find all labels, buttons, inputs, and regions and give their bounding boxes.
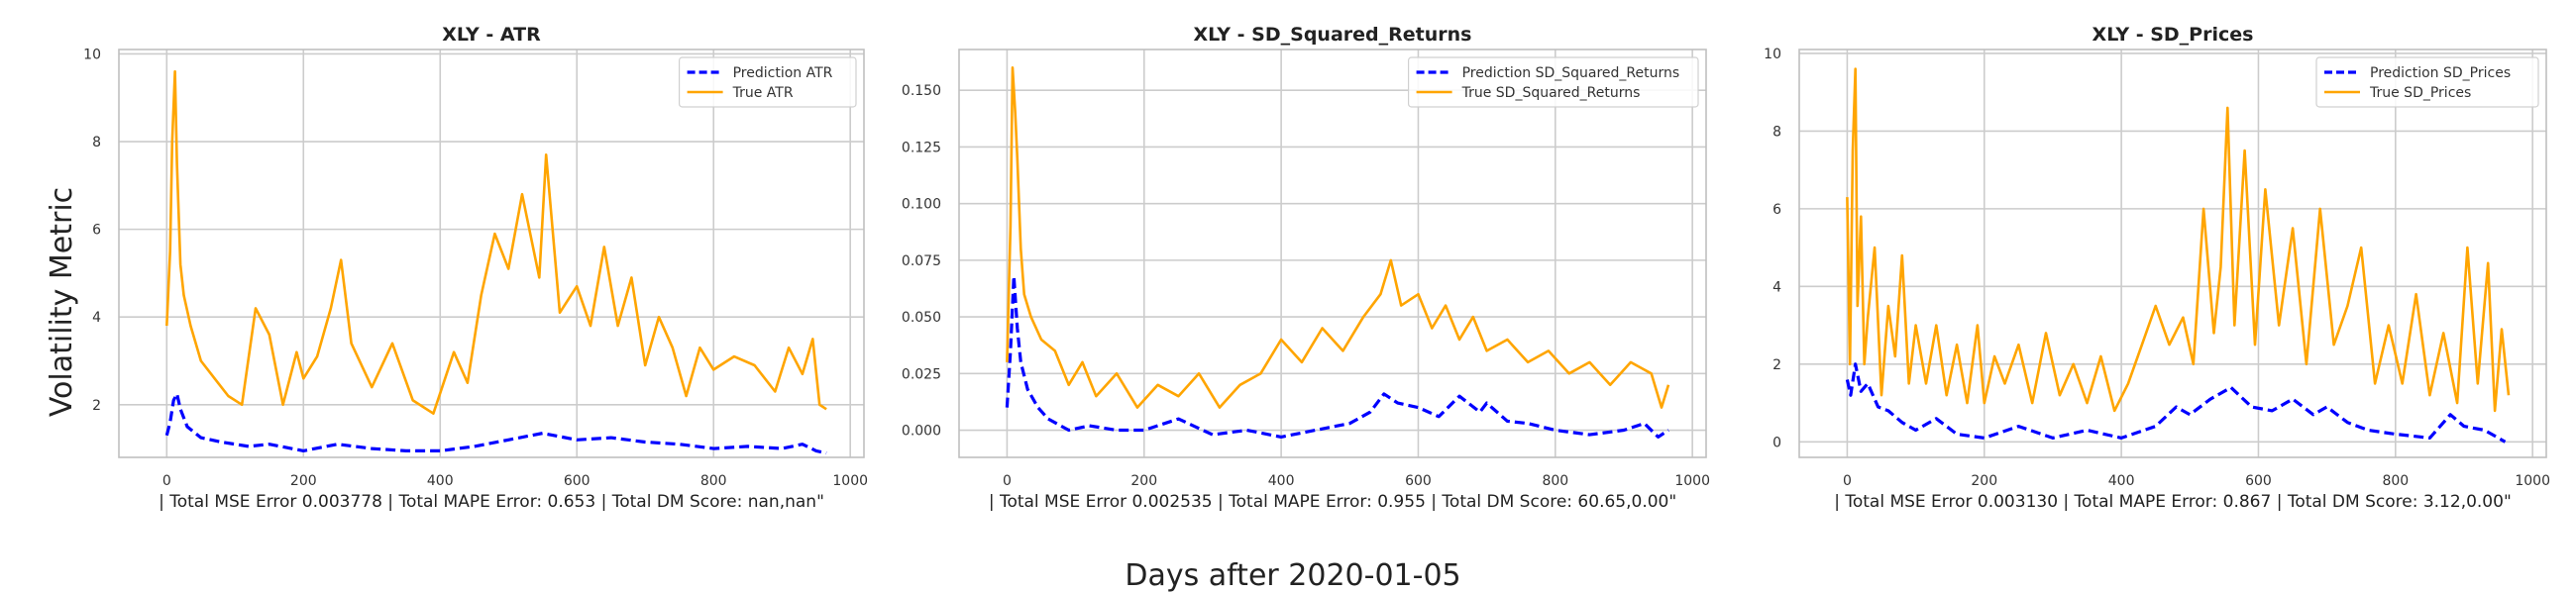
chart-xlabel: | Total MSE Error 0.002535 | Total MAPE …: [989, 492, 1676, 512]
y-tick-label: 4: [1772, 279, 1781, 295]
legend-label: True SD_Squared_Returns: [1461, 85, 1641, 101]
x-tick-label: 200: [1971, 473, 1997, 489]
legend-box: [2315, 56, 2539, 108]
y-tick-label: 0.050: [902, 310, 941, 326]
x-tick-label: 600: [564, 473, 590, 489]
y-tick-label: 0.000: [902, 424, 941, 440]
x-tick-label: 1000: [2515, 473, 2550, 489]
chart-xlabel: | Total MSE Error 0.003130 | Total MAPE …: [1834, 492, 2512, 512]
figure-xlabel: Days after 2020-01-05: [1125, 558, 1460, 593]
chart-panel-3: 0 200 400 600 800 1000 0 2 4 6 8 10 XLY - SD_Prices |…: [1764, 24, 2550, 512]
y-tick-label: 10: [83, 47, 101, 62]
legend-label: True ATR: [732, 85, 794, 101]
y-tick-label: 0: [1772, 435, 1781, 450]
chart-title: XLY - ATR: [442, 24, 541, 46]
x-tick-label: 400: [427, 473, 454, 489]
chart-panel-2: 0 200 400 600 800 1000 0.000 0.025 0.050 0.075 0.1…: [902, 24, 1710, 512]
legend: Prediction ATR True ATR: [678, 56, 857, 108]
x-tick-label: 800: [2382, 473, 2409, 489]
x-tick-label: 0: [1003, 473, 1012, 489]
x-tick-label: 1000: [1674, 473, 1710, 489]
figure-ylabel: Volatility Metric: [45, 187, 79, 417]
plot-frame: [118, 49, 865, 458]
plot-frame: [958, 49, 1707, 458]
series-line-true: [1846, 67, 2511, 413]
legend-label: Prediction SD_Squared_Returns: [1462, 65, 1680, 81]
y-tick-label: 0.150: [902, 83, 941, 99]
legend: Prediction SD_Prices True SD_Prices: [2315, 56, 2539, 108]
legend-label: Prediction SD_Prices: [2370, 65, 2511, 81]
plot-frame: [1798, 49, 2547, 458]
y-tick-label: 8: [1772, 124, 1781, 140]
y-tick-label: 0.100: [902, 197, 941, 213]
y-tick-label: 10: [1764, 47, 1781, 62]
y-tick-label: 2: [92, 398, 101, 414]
y-tick-label: 6: [1772, 202, 1781, 218]
legend-box: [678, 56, 857, 108]
legend-label: Prediction ATR: [733, 65, 833, 81]
x-tick-label: 600: [1405, 473, 1432, 489]
y-tick-label: 6: [92, 223, 101, 239]
series-line-prediction: [1005, 274, 1669, 439]
chart-title: XLY - SD_Prices: [2093, 24, 2254, 46]
x-tick-label: 400: [1268, 473, 1295, 489]
x-tick-label: 800: [1542, 473, 1568, 489]
legend-box: [1407, 56, 1699, 108]
legend-label: True SD_Prices: [2369, 85, 2471, 101]
series-line-prediction: [1845, 362, 2507, 444]
series-line-prediction: [164, 392, 827, 455]
x-tick-label: 600: [2245, 473, 2272, 489]
chart-panel-1: 0 200 400 600 800 1000 2 4 6 8 10 XLY - ATR | Total …: [83, 24, 868, 512]
y-tick-label: 4: [92, 310, 101, 326]
chart-title: XLY - SD_Squared_Returns: [1194, 24, 1472, 46]
x-tick-label: 800: [700, 473, 727, 489]
y-tick-label: 8: [92, 135, 101, 150]
y-tick-label: 0.075: [902, 253, 941, 269]
x-tick-label: 0: [1843, 473, 1852, 489]
chart-xlabel: | Total MSE Error 0.003778 | Total MAPE …: [159, 492, 824, 512]
x-tick-label: 200: [1130, 473, 1157, 489]
y-tick-label: 2: [1772, 357, 1781, 373]
y-tick-label: 0.025: [902, 366, 941, 382]
series-line-true: [165, 69, 827, 416]
series-line-true: [1006, 66, 1670, 409]
legend: Prediction SD_Squared_Returns True SD_Squ…: [1407, 56, 1699, 108]
x-tick-label: 1000: [832, 473, 868, 489]
x-tick-label: 400: [2108, 473, 2135, 489]
y-tick-label: 0.125: [902, 140, 941, 155]
x-tick-label: 0: [162, 473, 171, 489]
x-tick-label: 200: [290, 473, 317, 489]
